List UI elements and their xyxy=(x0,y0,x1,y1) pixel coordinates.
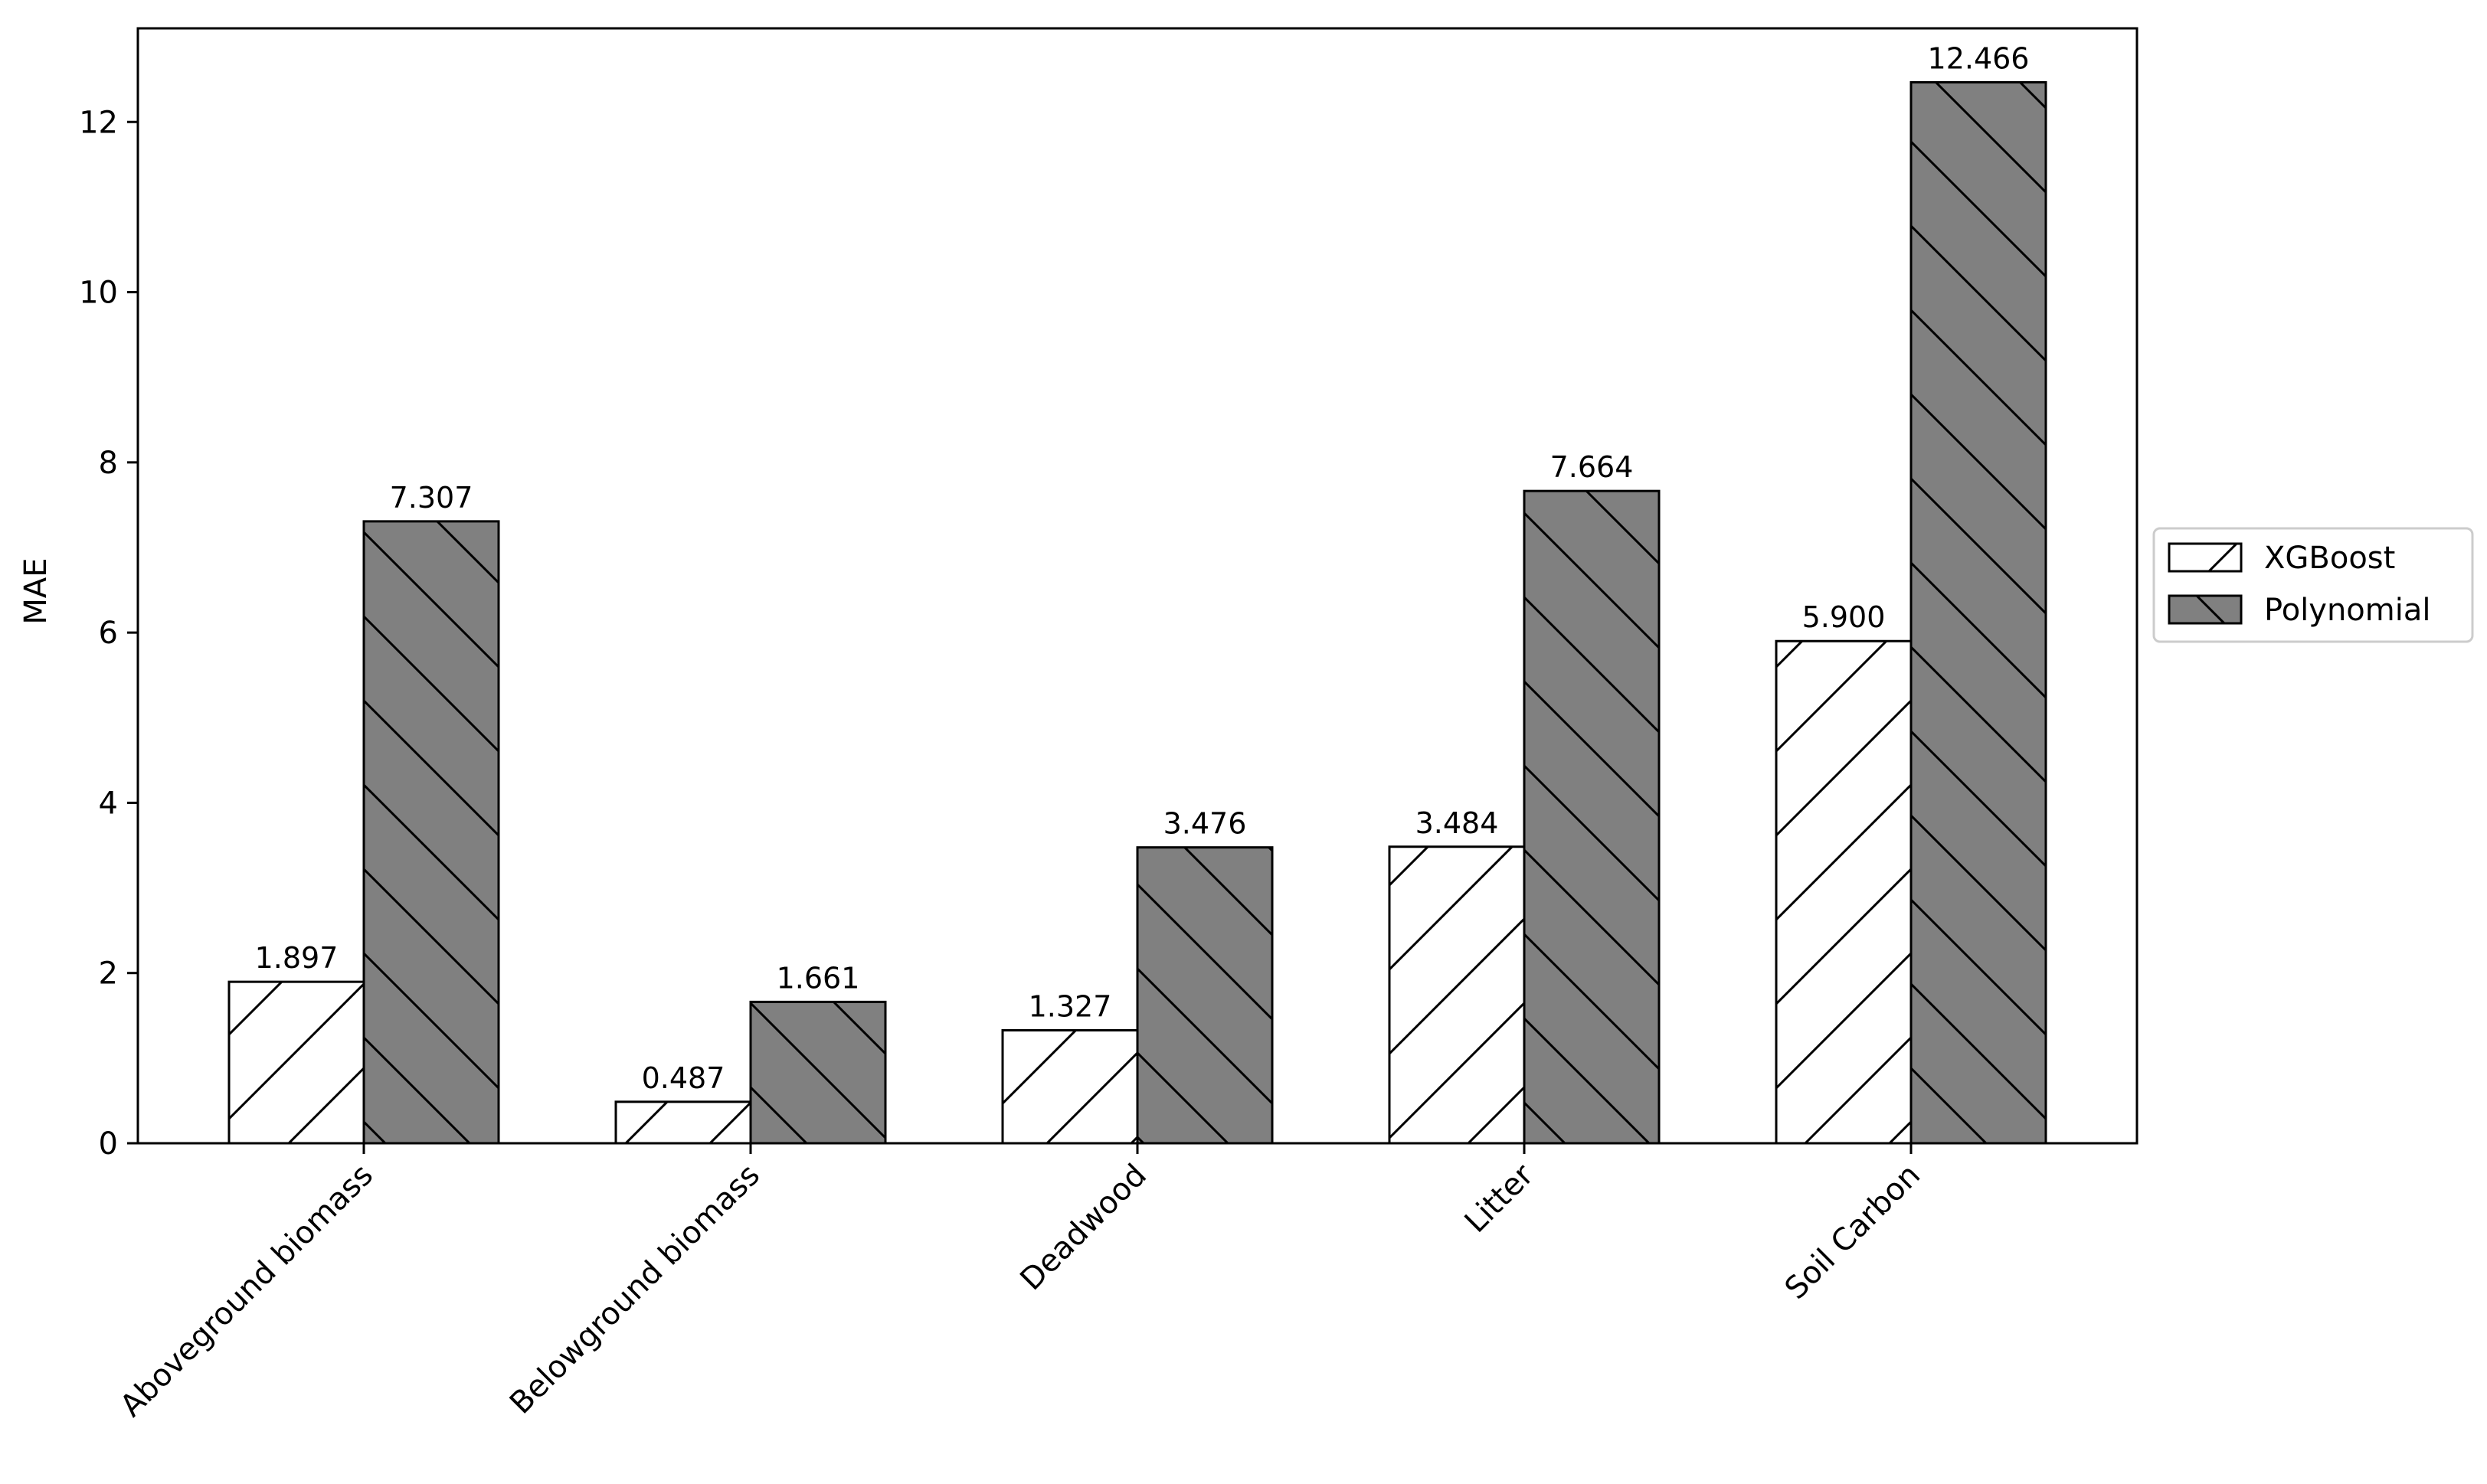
bar-hatch-polynomial-soil-carbon xyxy=(1909,80,2047,1145)
x-tick-label-belowground-biomass: Belowground biomass xyxy=(503,1158,767,1421)
bar-hatch-xgboost-soil-carbon xyxy=(1775,639,1913,1145)
y-tick-label-6: 6 xyxy=(99,616,118,651)
bar-hatch-polynomial-litter xyxy=(1523,489,1661,1145)
bar-labels-layer: 1.897 7.307 0.487 1.661 1.327 3.476 3.484 7.664… xyxy=(255,41,2030,1094)
legend-label-polynomial: Polynomial xyxy=(2264,593,2430,628)
bar-hatch-xgboost-aboveground-biomass xyxy=(227,980,365,1145)
bar-value-label-polynomial-belowground-biomass: 1.661 xyxy=(777,961,860,995)
bar-value-label-polynomial-deadwood: 3.476 xyxy=(1163,807,1247,841)
legend-label-xgboost: XGBoost xyxy=(2264,541,2395,576)
bar-hatch-polynomial-belowground-biomass xyxy=(749,1000,887,1145)
y-tick-label-4: 4 xyxy=(99,786,118,821)
legend-swatch-polynomial-hatch xyxy=(2168,594,2243,625)
bar-value-label-polynomial-soil-carbon: 12.466 xyxy=(1928,41,2030,75)
bar-value-label-polynomial-litter: 7.664 xyxy=(1550,450,1634,484)
y-tick-label-2: 2 xyxy=(99,956,118,992)
bar-hatch-polynomial-aboveground-biomass xyxy=(362,520,500,1145)
bar-value-label-polynomial-aboveground-biomass: 7.307 xyxy=(390,481,473,515)
bar-value-label-xgboost-deadwood: 1.327 xyxy=(1029,990,1112,1024)
y-tick-label-10: 10 xyxy=(79,276,118,311)
y-axis-label: MAE xyxy=(18,557,54,624)
bar-value-label-xgboost-belowground-biomass: 0.487 xyxy=(642,1061,725,1095)
bar-hatch-xgboost-litter xyxy=(1388,845,1526,1145)
y-axis: 0 2 4 6 8 10 12 xyxy=(79,105,138,1162)
bar-value-label-xgboost-aboveground-biomass: 1.897 xyxy=(255,941,339,975)
x-tick-label-litter: Litter xyxy=(1458,1157,1541,1240)
x-tick-label-aboveground-biomass: Aboveground biomass xyxy=(113,1158,380,1424)
legend: XGBoost Polynomial xyxy=(2152,527,2474,643)
bar-hatch-xgboost-belowground-biomass xyxy=(614,1100,752,1145)
bar-value-label-xgboost-litter: 3.484 xyxy=(1415,806,1499,840)
y-tick-label-0: 0 xyxy=(99,1126,118,1162)
legend-swatch-xgboost-hatch xyxy=(2168,542,2243,573)
x-axis: Aboveground biomass Belowground biomass De… xyxy=(113,1143,1927,1424)
bar-hatch-xgboost-deadwood xyxy=(1001,1029,1139,1145)
y-tick-label-12: 12 xyxy=(79,105,118,140)
bar-value-label-xgboost-soil-carbon: 5.900 xyxy=(1802,600,1886,634)
bars-layer xyxy=(227,80,2047,1145)
y-tick-label-8: 8 xyxy=(99,446,118,481)
x-tick-label-soil-carbon: Soil Carbon xyxy=(1779,1158,1927,1306)
bar-hatch-polynomial-deadwood xyxy=(1136,846,1274,1145)
x-tick-label-deadwood: Deadwood xyxy=(1013,1158,1154,1298)
